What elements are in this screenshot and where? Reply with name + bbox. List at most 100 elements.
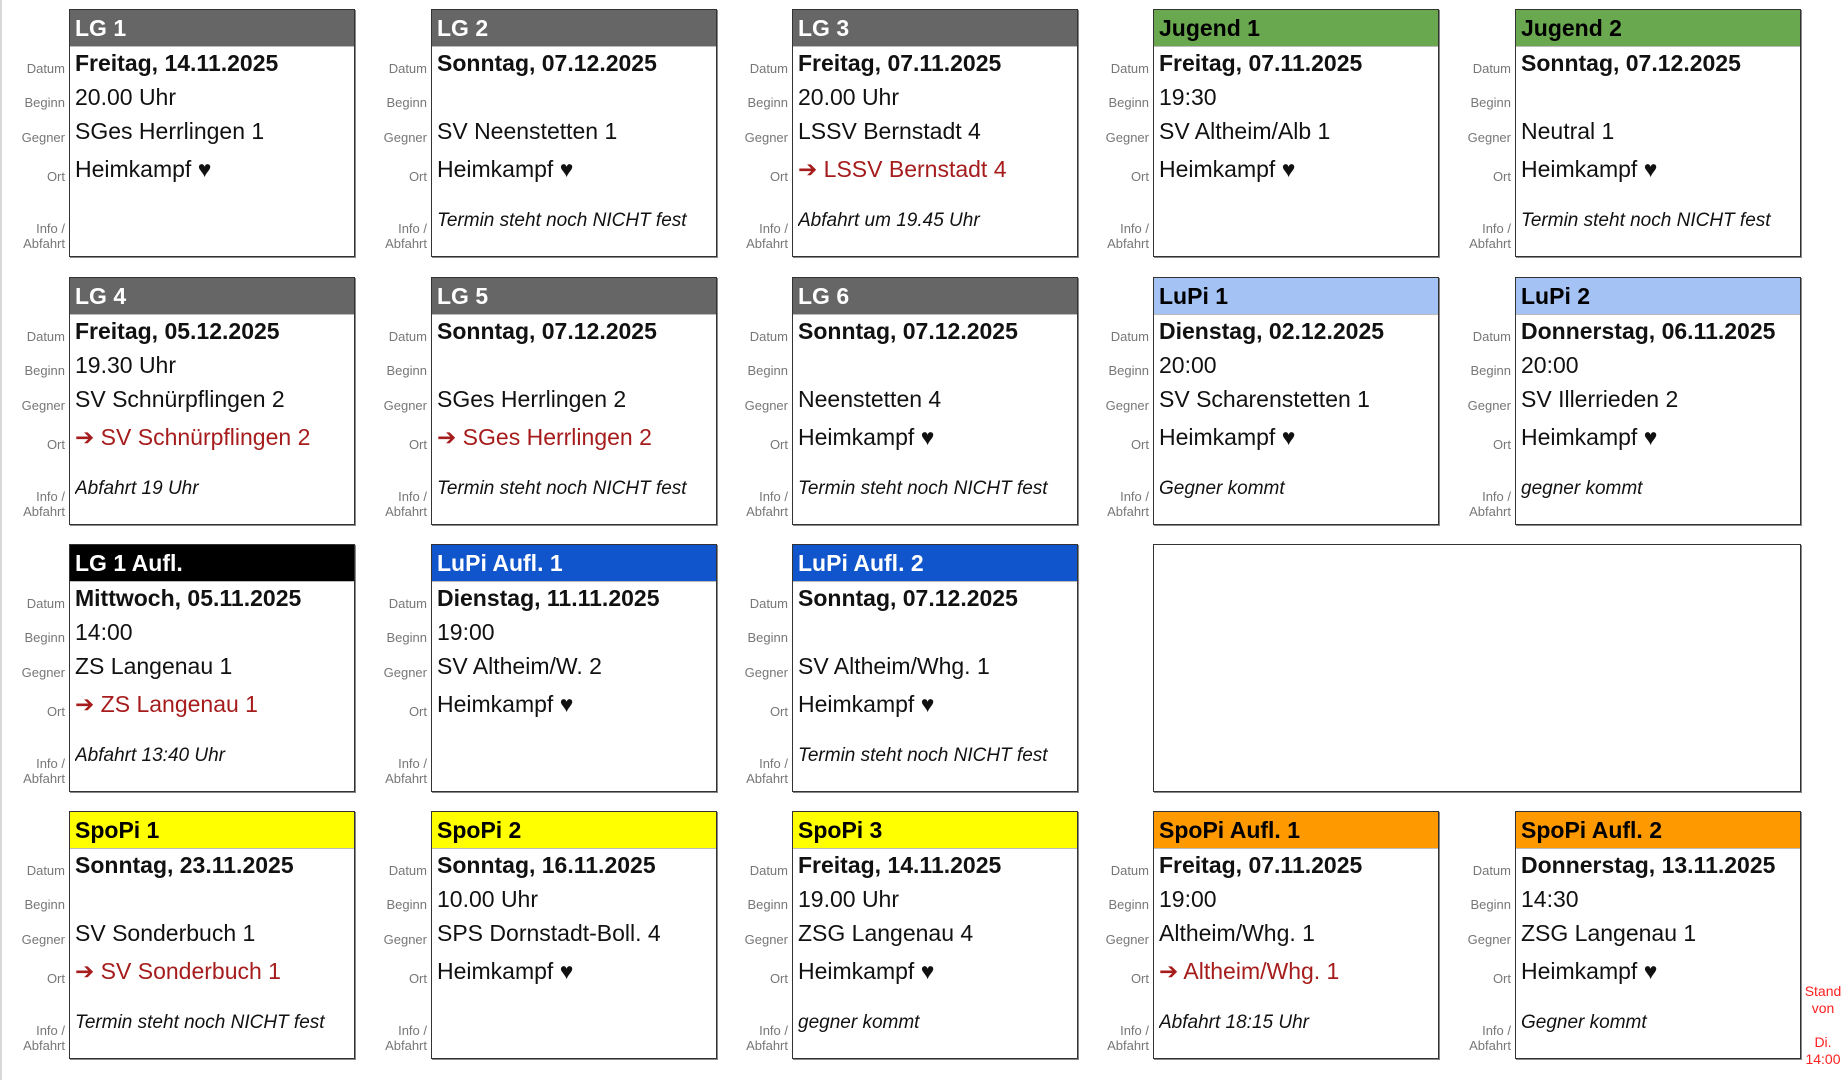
ort-cell: Heimkampf ♥ bbox=[1159, 417, 1436, 457]
team-title: SpoPi Aufl. 2 bbox=[1516, 812, 1800, 849]
label-beginn-text: Beginn bbox=[24, 95, 65, 110]
datum-value: Sonntag, 07.12.2025 bbox=[1521, 50, 1741, 76]
label-beginn: Beginn bbox=[1451, 95, 1511, 110]
beginn-value bbox=[798, 615, 1075, 649]
label-beginn: Beginn bbox=[367, 630, 427, 645]
label-datum: Datum bbox=[367, 863, 427, 878]
label-ort: Ort bbox=[367, 437, 427, 452]
gegner-value: SV Scharenstetten 1 bbox=[1159, 386, 1370, 412]
beginn-value: 19.30 Uhr bbox=[75, 352, 177, 378]
heart-icon: ♥ bbox=[197, 156, 212, 182]
label-beginn: Beginn bbox=[1089, 897, 1149, 912]
label-abfahrt-text: Abfahrt bbox=[1469, 504, 1511, 519]
beginn-value: 20:00 bbox=[1521, 352, 1579, 378]
match-card: SpoPi Aufl. 2 Donnerstag, 13.11.2025 14:… bbox=[1515, 811, 1801, 1059]
label-info-abfahrt: Info / Abfahrt bbox=[1089, 489, 1149, 519]
ort-cell: Heimkampf ♥ bbox=[798, 417, 1075, 457]
label-datum-text: Datum bbox=[1110, 61, 1149, 76]
heart-icon: ♥ bbox=[559, 691, 574, 717]
ort-value: Heimkampf bbox=[1521, 156, 1638, 182]
ort-value: Heimkampf bbox=[1521, 958, 1638, 984]
label-info-abfahrt: Info / Abfahrt bbox=[5, 1023, 65, 1053]
gegner-value: Altheim/Whg. 1 bbox=[1159, 920, 1315, 946]
ort-cell: Heimkampf ♥ bbox=[1521, 951, 1798, 991]
datum-value: Freitag, 07.11.2025 bbox=[1159, 852, 1363, 878]
label-datum-text: Datum bbox=[26, 596, 65, 611]
ort-cell: Heimkampf ♥ bbox=[1159, 149, 1436, 189]
label-abfahrt-text: Abfahrt bbox=[385, 1038, 427, 1053]
info-value bbox=[1159, 206, 1436, 236]
match-card: LuPi Aufl. 1 Dienstag, 11.11.2025 19:00 … bbox=[431, 544, 717, 792]
label-ort: Ort bbox=[1451, 971, 1511, 986]
heart-icon: ♥ bbox=[920, 424, 935, 450]
label-beginn-text: Beginn bbox=[1108, 363, 1149, 378]
label-gegner-text: Gegner bbox=[744, 665, 788, 680]
gegner-value: SGes Herrlingen 2 bbox=[437, 386, 627, 412]
label-ort: Ort bbox=[5, 169, 65, 184]
label-info-abfahrt: Info / Abfahrt bbox=[367, 489, 427, 519]
label-beginn-text: Beginn bbox=[24, 897, 65, 912]
label-ort-text: Ort bbox=[769, 169, 788, 184]
label-ort: Ort bbox=[728, 704, 788, 719]
label-beginn: Beginn bbox=[5, 95, 65, 110]
label-info-text: Info / bbox=[36, 1023, 65, 1038]
label-gegner-text: Gegner bbox=[1467, 932, 1511, 947]
label-info-abfahrt: Info / Abfahrt bbox=[367, 756, 427, 786]
beginn-value: 20.00 Uhr bbox=[75, 84, 177, 110]
team-title: LG 3 bbox=[793, 10, 1077, 47]
label-ort: Ort bbox=[5, 971, 65, 986]
label-gegner-text: Gegner bbox=[744, 130, 788, 145]
team-title: Jugend 1 bbox=[1154, 10, 1438, 47]
label-datum-text: Datum bbox=[388, 329, 427, 344]
label-ort-text: Ort bbox=[46, 971, 65, 986]
label-datum-text: Datum bbox=[749, 61, 788, 76]
label-info-text: Info / bbox=[759, 221, 788, 236]
beginn-value: 20:00 bbox=[1159, 352, 1217, 378]
team-title: LG 5 bbox=[432, 278, 716, 315]
label-beginn: Beginn bbox=[367, 363, 427, 378]
label-ort: Ort bbox=[367, 971, 427, 986]
info-value: Gegner kommt bbox=[1159, 478, 1285, 499]
label-gegner-text: Gegner bbox=[744, 932, 788, 947]
ort-cell: Heimkampf ♥ bbox=[1521, 417, 1798, 457]
label-beginn: Beginn bbox=[728, 95, 788, 110]
info-value: Abfahrt 18:15 Uhr bbox=[1159, 1012, 1309, 1033]
ort-value: SGes Herrlingen 2 bbox=[462, 424, 652, 450]
ort-cell: ➔ SV Sonderbuch 1 bbox=[75, 951, 352, 991]
heart-icon: ♥ bbox=[1643, 424, 1658, 450]
label-datum: Datum bbox=[367, 61, 427, 76]
label-beginn: Beginn bbox=[1089, 363, 1149, 378]
ort-cell: Heimkampf ♥ bbox=[798, 684, 1075, 724]
ort-value: Altheim/Whg. 1 bbox=[1183, 958, 1340, 984]
label-beginn-text: Beginn bbox=[386, 363, 427, 378]
label-info-text: Info / bbox=[36, 221, 65, 236]
gegner-value: SPS Dornstadt-Boll. 4 bbox=[437, 920, 661, 946]
heart-icon: ♥ bbox=[1643, 156, 1658, 182]
label-info-text: Info / bbox=[398, 756, 427, 771]
label-info-abfahrt: Info / Abfahrt bbox=[1451, 489, 1511, 519]
label-info-abfahrt: Info / Abfahrt bbox=[1089, 1023, 1149, 1053]
label-gegner: Gegner bbox=[5, 932, 65, 947]
beginn-value bbox=[437, 80, 714, 114]
label-datum: Datum bbox=[5, 596, 65, 611]
gegner-value: SV Neenstetten 1 bbox=[437, 118, 618, 144]
label-datum-text: Datum bbox=[1472, 863, 1511, 878]
label-info-abfahrt: Info / Abfahrt bbox=[728, 756, 788, 786]
gegner-value: ZS Langenau 1 bbox=[75, 653, 233, 679]
label-info-abfahrt: Info / Abfahrt bbox=[1451, 221, 1511, 251]
label-gegner-text: Gegner bbox=[383, 130, 427, 145]
label-datum-text: Datum bbox=[1472, 61, 1511, 76]
label-beginn: Beginn bbox=[367, 95, 427, 110]
match-card: LuPi 2 Donnerstag, 06.11.2025 20:00 SV I… bbox=[1515, 277, 1801, 525]
label-gegner-text: Gegner bbox=[383, 665, 427, 680]
label-datum-text: Datum bbox=[26, 863, 65, 878]
label-datum: Datum bbox=[5, 329, 65, 344]
match-card: SpoPi 2 Sonntag, 16.11.2025 10.00 Uhr SP… bbox=[431, 811, 717, 1059]
heart-icon: ♥ bbox=[559, 156, 574, 182]
arrow-right-icon: ➔ bbox=[437, 424, 457, 450]
ort-value: Heimkampf bbox=[798, 958, 915, 984]
arrow-right-icon: ➔ bbox=[75, 691, 95, 717]
label-info-text: Info / bbox=[759, 1023, 788, 1038]
team-title: LuPi 2 bbox=[1516, 278, 1800, 315]
ort-cell: Heimkampf ♥ bbox=[437, 951, 714, 991]
